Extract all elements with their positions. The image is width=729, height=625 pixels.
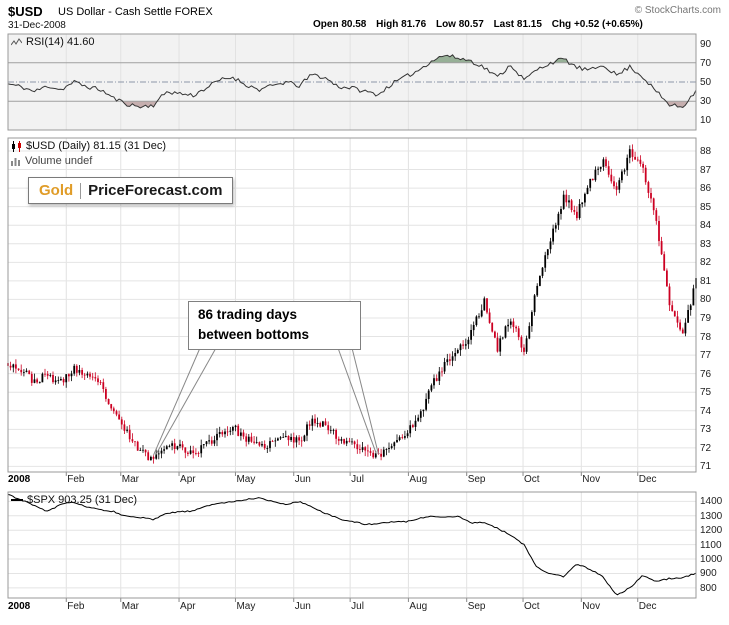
logo-divider <box>80 182 82 199</box>
quote-open-value: 80.58 <box>341 19 367 30</box>
quote-last-value: 81.15 <box>516 19 542 30</box>
volume-legend-label: Volume undef <box>25 155 93 167</box>
quote-summary: Open 80.58 High 81.76 Low 80.57 Last 81.… <box>313 19 650 30</box>
quote-low-label: Low <box>435 19 456 30</box>
price-legend-label: $USD (Daily) 81.15 (31 Dec) <box>26 140 166 152</box>
chart-date: 31-Dec-2008 <box>8 20 66 31</box>
symbol: $USD <box>8 4 43 19</box>
volume-bars-icon <box>11 158 20 166</box>
logo-gold-text: Gold <box>39 182 74 199</box>
quote-high-value: 81.76 <box>401 19 427 30</box>
annotation-line1: 86 trading days <box>198 307 298 322</box>
spx-legend-label: $SPX 903.25 (31 Dec) <box>27 494 138 506</box>
symbol-description: US Dollar - Cash Settle FOREX <box>58 6 213 18</box>
quote-open-label: Open <box>313 19 339 30</box>
quote-chg-label: Chg <box>551 19 572 30</box>
volume-legend: Volume undef <box>11 155 92 167</box>
rsi-legend-label: RSI(14) 41.60 <box>26 36 95 48</box>
spx-legend: $SPX 903.25 (31 Dec) <box>11 494 137 506</box>
quote-chg-value: +0.52 (+0.65%) <box>573 19 643 30</box>
indicator-line-icon <box>11 37 22 45</box>
line-series-icon <box>11 499 23 501</box>
quote-low-value: 80.57 <box>458 19 484 30</box>
candlestick-icon <box>12 140 21 152</box>
rsi-legend: RSI(14) 41.60 <box>11 36 94 48</box>
quote-high-label: High <box>376 19 399 30</box>
annotation-box: 86 trading days between bottoms <box>188 301 361 350</box>
annotation-line2: between bottoms <box>198 327 310 343</box>
price-legend: $USD (Daily) 81.15 (31 Dec) <box>11 140 166 152</box>
logo-domain-text: PriceForecast.com <box>88 182 223 199</box>
stockcharts-credit: © StockCharts.com <box>634 5 721 16</box>
quote-last-label: Last <box>493 19 515 30</box>
goldpriceforecast-logo: Gold PriceForecast.com <box>28 177 234 204</box>
